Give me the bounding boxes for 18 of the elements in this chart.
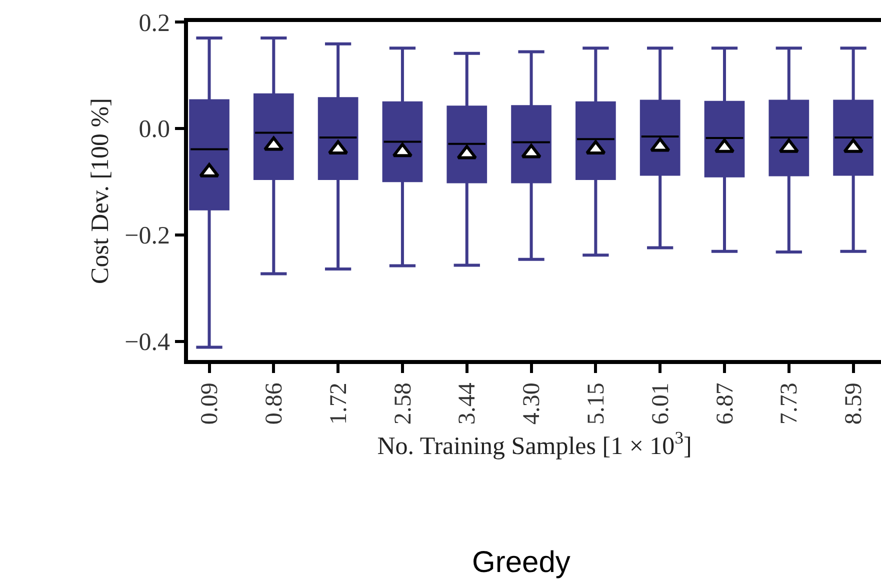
x-tick-label: 5.15 bbox=[583, 382, 610, 425]
x-axis-title: No. Training Samples [1 × 10$^{3}$] bbox=[377, 428, 692, 460]
x-tick-label: 2.58 bbox=[390, 382, 416, 425]
x-tick-label: 4.30 bbox=[519, 382, 546, 425]
y-tick-label: −0.2 bbox=[124, 222, 170, 250]
text: Greedy bbox=[472, 546, 570, 579]
y-tick-label: −0.4 bbox=[124, 329, 170, 356]
x-tick-label: 3.44 bbox=[454, 382, 481, 425]
y-tick-label: 0.0 bbox=[138, 116, 170, 144]
y-axis-title: Cost Dev. [100 %] bbox=[86, 98, 114, 284]
x-tick-label: 6.01 bbox=[648, 382, 674, 425]
x-tick-label: 1.72 bbox=[326, 382, 352, 425]
x-tick-label: 0.09 bbox=[197, 382, 224, 425]
x-tick-label: 0.86 bbox=[261, 382, 288, 425]
x-tick-label: 7.73 bbox=[776, 382, 803, 425]
x-tick-label: 8.59 bbox=[841, 382, 868, 425]
x-tick-label: 6.87 bbox=[712, 382, 738, 425]
y-tick-label: 0.2 bbox=[138, 10, 170, 37]
